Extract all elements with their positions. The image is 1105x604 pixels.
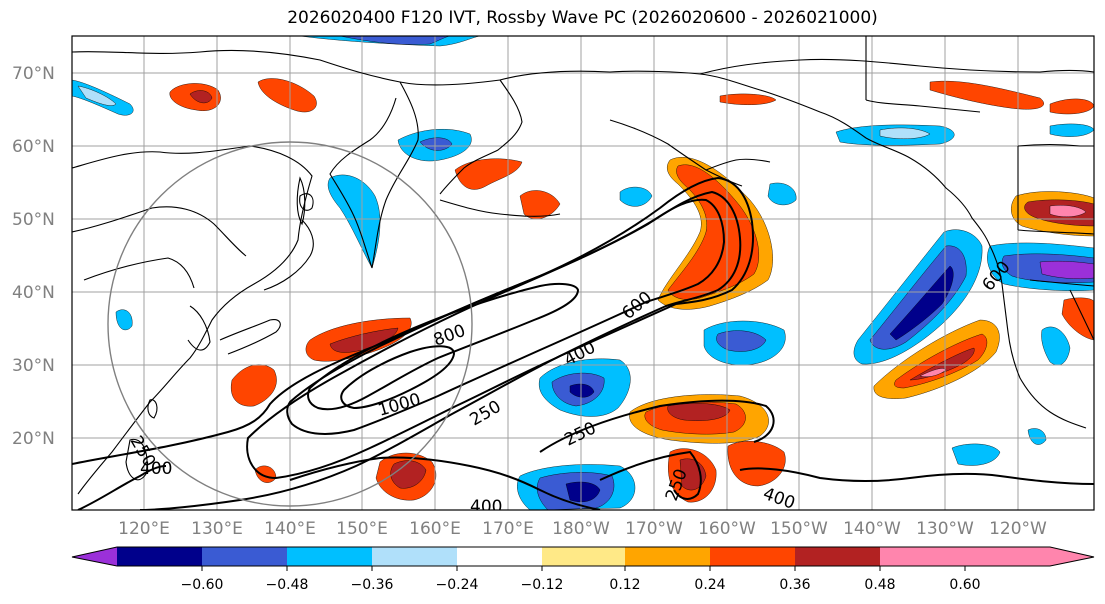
colorbar-tick-label: −0.60	[181, 577, 224, 593]
colorbar-tick-label: 0.36	[779, 577, 810, 593]
anomaly-shading-region	[115, 309, 133, 331]
lon-label: 150°E	[336, 519, 388, 539]
colorbar-segment	[202, 547, 287, 566]
colorbar-tick-label: −0.36	[351, 577, 394, 593]
colorbar-segment	[542, 547, 625, 566]
anomaly-shading-region	[889, 265, 954, 341]
anomaly-shading-region	[390, 460, 427, 489]
lat-label: 60°N	[12, 137, 55, 157]
lon-label: 120°W	[989, 519, 1047, 539]
colorbar-segment	[372, 547, 457, 566]
anomaly-shading-region	[189, 90, 213, 104]
anomaly-shading-region	[619, 186, 653, 207]
map-frame	[71, 35, 1095, 511]
anomaly-shading-region	[257, 78, 317, 113]
colorbar-segment	[710, 547, 795, 566]
colorbar-tick-label: −0.48	[266, 577, 309, 593]
colorbar-tick-label: −0.12	[521, 577, 564, 593]
colorbar-tick-label: 0.24	[694, 577, 725, 593]
lon-label: 180°W	[552, 519, 610, 539]
colorbar-tick-label: 0.60	[949, 577, 980, 593]
latitude-labels: 70°N 60°N 50°N 40°N 30°N 20°N	[12, 64, 55, 449]
map-title: 2026020400 F120 IVT, Rossby Wave PC (202…	[287, 8, 878, 28]
anomaly-shading-region	[667, 403, 731, 421]
lat-label: 40°N	[12, 283, 55, 303]
anomaly-shading-region	[951, 443, 1001, 466]
anomaly-shading-region	[716, 330, 767, 352]
anomaly-shading-region	[1039, 260, 1094, 279]
colorbar-segment	[795, 547, 880, 566]
anomaly-shading-region	[879, 127, 931, 139]
anomaly-shading-region	[419, 137, 453, 151]
colorbar-tick-label: 0.48	[864, 577, 895, 593]
colorbar-segment	[880, 547, 965, 566]
contour-label: 400	[470, 497, 502, 517]
colorbar-outline	[71, 546, 1095, 567]
anomaly-shading-region	[565, 481, 601, 503]
lat-label: 70°N	[12, 64, 55, 84]
colorbar: −0.60 −0.48 −0.36 −0.24 −0.12 0.12 0.24 …	[71, 546, 1095, 593]
lon-label: 160°W	[698, 519, 756, 539]
anomaly-shading-region	[1027, 428, 1047, 445]
colorbar-extend-high	[965, 547, 1094, 566]
lon-label: 170°E	[482, 519, 534, 539]
lon-label: 150°W	[770, 519, 828, 539]
range-circle	[107, 141, 473, 507]
colorbar-segment	[625, 547, 710, 566]
anomaly-shading-region	[1049, 205, 1087, 217]
lat-label: 30°N	[12, 356, 55, 376]
colorbar-segment	[457, 547, 542, 566]
colorbar-segment	[117, 547, 202, 566]
lon-label: 140°W	[843, 519, 901, 539]
anomaly-shading-region	[767, 182, 797, 206]
lon-label: 130°E	[191, 519, 243, 539]
colorbar-tick-label: 0.12	[609, 577, 640, 593]
lon-label: 160°E	[409, 519, 461, 539]
anomaly-shading-region	[1061, 297, 1094, 341]
lat-label: 20°N	[12, 429, 55, 449]
anomaly-shading-region	[454, 158, 523, 190]
rossby-wave-pc-shading	[72, 36, 1094, 510]
anomaly-shading-region	[569, 383, 595, 398]
longitude-labels: 120°E 130°E 140°E 150°E 160°E 170°E 180°…	[118, 519, 1047, 539]
lat-label: 50°N	[12, 210, 55, 230]
ivt-contours	[72, 176, 1094, 510]
anomaly-shading-region	[339, 36, 451, 45]
colorbar-tick-label: −0.24	[436, 577, 479, 593]
anomaly-shading-region	[1041, 326, 1071, 366]
lon-label: 120°E	[118, 519, 170, 539]
lon-label: 130°W	[916, 519, 974, 539]
colorbar-extend-low	[72, 547, 117, 566]
contour-label: 400	[140, 459, 172, 479]
lon-label: 170°W	[625, 519, 683, 539]
anomaly-shading-region	[929, 80, 1044, 110]
anomaly-shading-region	[519, 190, 561, 220]
anomaly-shading-region	[77, 85, 117, 106]
lon-label: 140°E	[264, 519, 316, 539]
anomaly-shading-region	[719, 93, 777, 105]
colorbar-segment	[287, 547, 372, 566]
anomaly-shading-region	[667, 164, 760, 300]
anomaly-shading-region	[869, 245, 967, 350]
anomaly-shading-region	[919, 368, 947, 377]
map-gridlines	[72, 36, 1094, 510]
anomaly-shading-region	[894, 333, 988, 389]
